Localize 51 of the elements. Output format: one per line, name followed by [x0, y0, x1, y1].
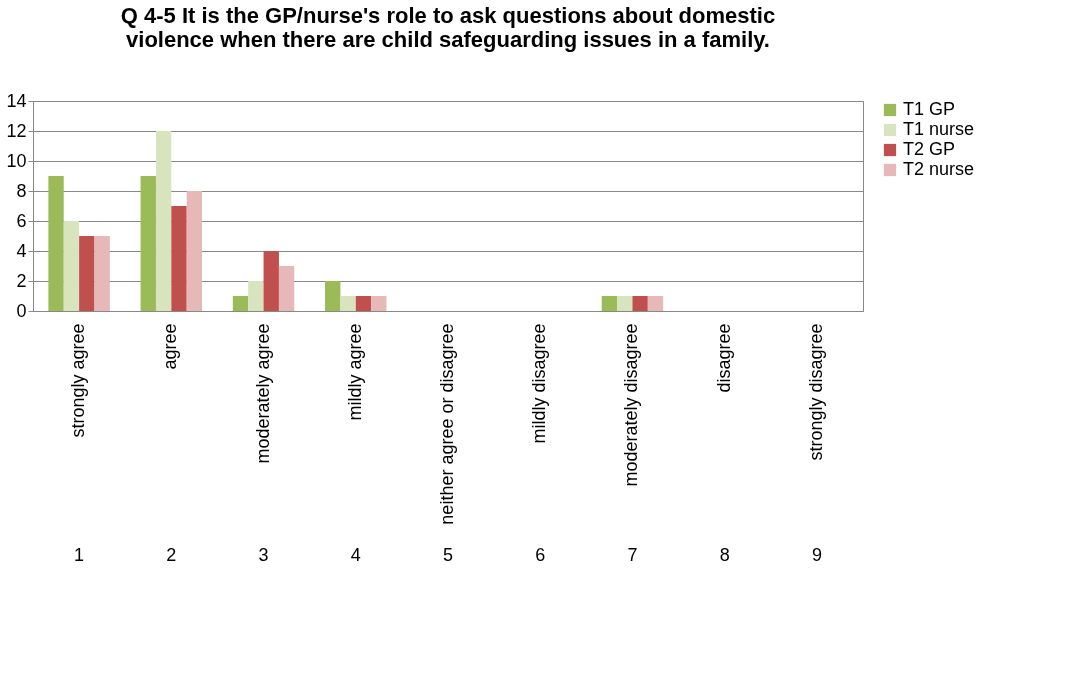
bar	[601, 296, 618, 311]
text: 4	[350, 545, 361, 565]
bar	[632, 296, 648, 311]
bar	[155, 131, 172, 311]
y-tick-label: 10	[6, 150, 27, 171]
text: 2	[166, 545, 177, 565]
bar	[355, 296, 372, 311]
bar	[94, 236, 110, 311]
bar	[186, 191, 203, 311]
y-tick-label: 14	[6, 90, 27, 111]
bar	[371, 296, 387, 311]
chart-title: Q 4-5 It is the GP/nurse's role to ask questions about domestic violence when there are child safeguarding issues in a family.	[120, 3, 776, 52]
text: 1	[74, 545, 85, 565]
bar	[325, 281, 341, 311]
bar	[63, 221, 80, 311]
bar	[48, 176, 64, 311]
x-tick-label: mildly disagree	[529, 323, 550, 444]
legend-label: T1 GP	[903, 99, 956, 119]
bar	[617, 296, 633, 311]
y-tick-label: 4	[16, 240, 27, 261]
y-tick-label: 12	[6, 120, 27, 141]
y-tick-label: 2	[16, 270, 27, 291]
y-tick-label: 8	[16, 180, 27, 201]
x-tick-label: moderately disagree	[621, 323, 642, 487]
bar	[232, 296, 249, 311]
x-tick-label: strongly disagree	[805, 323, 826, 461]
bar	[340, 296, 356, 311]
legend-label: T2 GP	[903, 139, 956, 159]
text: 9	[811, 545, 822, 565]
legend-label: T2 nurse	[903, 159, 975, 179]
legend-label: T1 nurse	[903, 119, 975, 139]
bar	[278, 266, 295, 311]
text: 6	[535, 545, 546, 565]
x-tick-label: neither agree or disagree	[437, 323, 457, 525]
bar	[263, 251, 279, 311]
bar	[171, 206, 187, 311]
bar	[647, 296, 664, 311]
text: 7	[627, 545, 638, 565]
text: 5	[442, 545, 454, 565]
y-tick-label: 6	[16, 210, 27, 231]
bar	[140, 176, 156, 311]
text: 3	[258, 545, 269, 565]
text: 8	[719, 545, 730, 565]
x-tick-label: strongly agree	[68, 323, 89, 438]
x-tick-label: agree	[160, 323, 181, 370]
x-tick-label: mildly agree	[344, 323, 365, 421]
bar	[248, 281, 264, 311]
bar	[79, 236, 95, 311]
x-tick-label: moderately agree	[252, 323, 273, 464]
y-tick-label: 0	[16, 300, 27, 321]
x-tick-label: disagree	[713, 323, 734, 393]
